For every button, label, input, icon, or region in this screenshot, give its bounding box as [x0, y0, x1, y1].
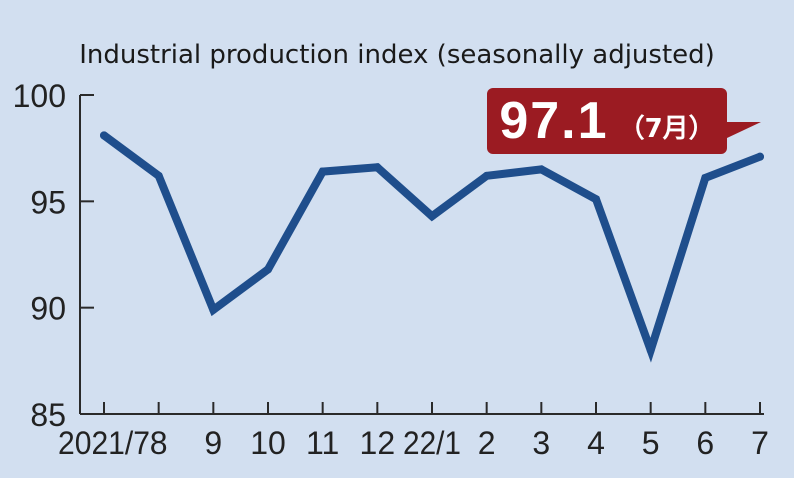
callout-value: 97.1 [499, 92, 609, 150]
y-tick-label: 95 [30, 184, 66, 220]
data-point [373, 163, 382, 172]
chart-title: Industrial production index (seasonally … [79, 40, 715, 70]
x-tick-label: 11 [306, 425, 339, 461]
data-point [592, 195, 600, 204]
data-point [264, 265, 272, 274]
x-tick-label: 2021/7 [58, 425, 150, 461]
data-point [154, 171, 163, 180]
data-point [100, 131, 108, 140]
x-tick-label: 10 [250, 425, 286, 461]
data-point [756, 152, 764, 161]
data-point [537, 165, 546, 174]
data-point [209, 305, 218, 314]
data-point [318, 167, 327, 176]
callout-pointer [727, 122, 761, 138]
data-point [428, 212, 436, 221]
x-tick-label: 7 [751, 425, 769, 461]
x-tick-label: 22/1 [403, 425, 461, 461]
data-point [482, 171, 491, 180]
x-tick-label: 3 [532, 425, 550, 461]
x-tick-label: 6 [696, 425, 714, 461]
x-tick-label: 9 [204, 425, 222, 461]
x-tick-label: 4 [587, 425, 605, 461]
data-point [646, 346, 655, 355]
y-tick-label: 100 [13, 78, 66, 114]
latest-value-callout: 97.1 （7月） [487, 88, 727, 154]
callout-unit: （7月） [618, 113, 715, 144]
y-tick-label: 85 [30, 397, 66, 433]
x-tick-label: 5 [642, 425, 660, 461]
x-tick-label: 12 [360, 425, 396, 461]
x-tick-label: 2 [478, 425, 496, 461]
y-tick-label: 90 [30, 291, 66, 327]
series-line [100, 131, 764, 363]
x-tick-label: 8 [150, 425, 168, 461]
data-point [701, 173, 710, 182]
